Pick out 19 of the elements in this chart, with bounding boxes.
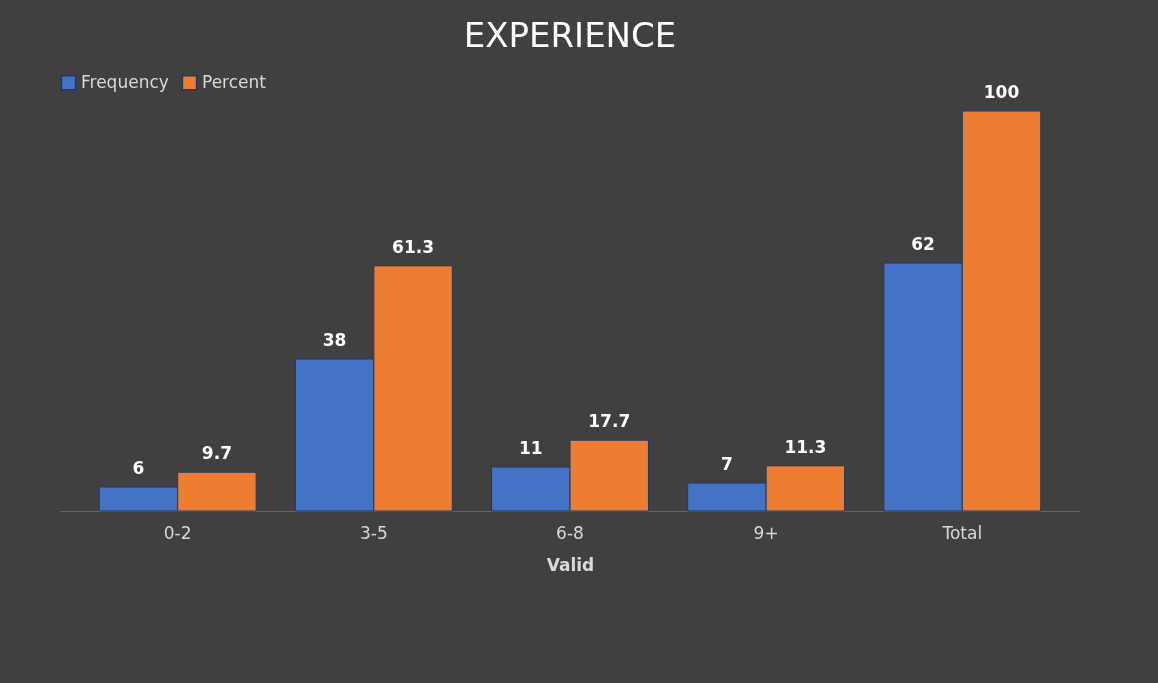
x-axis-title: Valid (546, 554, 595, 575)
legend-label: Percent (202, 71, 267, 92)
x-tick-label: 0-2 (163, 522, 192, 543)
data-label: 9.7 (201, 443, 232, 464)
data-label: 38 (322, 330, 347, 350)
x-tick-label: 9+ (753, 522, 779, 543)
chart-title: EXPERIENCE (463, 15, 677, 55)
data-label: 62 (911, 234, 935, 254)
data-label: 100 (983, 82, 1020, 102)
data-label: 6 (132, 458, 145, 478)
x-tick-label: 6-8 (556, 522, 584, 543)
legend-label: Frequency (81, 71, 169, 92)
x-tick-label: Total (941, 522, 983, 543)
data-label: 11 (518, 438, 543, 458)
x-tick-label: 3-5 (359, 522, 388, 543)
data-label: 61.3 (392, 236, 435, 257)
data-label: 17.7 (588, 411, 631, 432)
data-label: 7 (721, 454, 733, 474)
data-label: 11.3 (784, 436, 827, 457)
